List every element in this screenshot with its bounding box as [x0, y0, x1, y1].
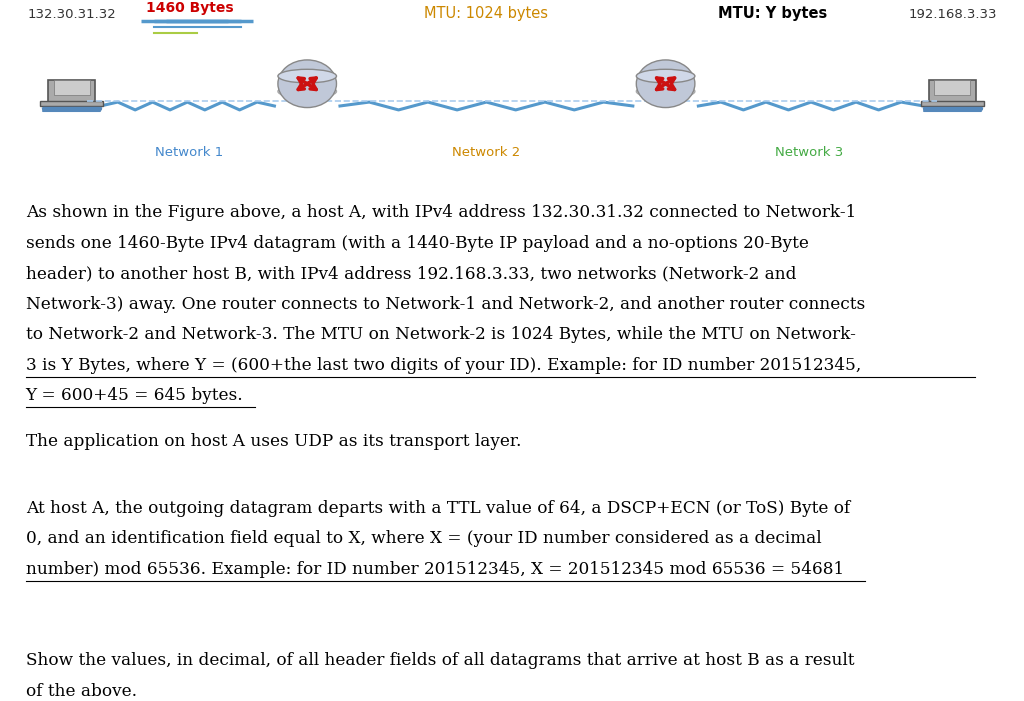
FancyBboxPatch shape — [40, 102, 103, 106]
Text: 0, and an identification field equal to X, where X = (your ID number considered : 0, and an identification field equal to … — [26, 531, 821, 547]
Text: to Network-2 and Network-3. The MTU on Network-2 is 1024 Bytes, while the MTU on: to Network-2 and Network-3. The MTU on N… — [26, 326, 855, 343]
Text: Network-3) away. One router connects to Network-1 and Network-2, and another rou: Network-3) away. One router connects to … — [26, 296, 865, 313]
Text: As shown in the Figure above, a host A, with IPv4 address 132.30.31.32 connected: As shown in the Figure above, a host A, … — [26, 204, 856, 222]
Text: header) to another host B, with IPv4 address 192.168.3.33, two networks (Network: header) to another host B, with IPv4 add… — [26, 265, 796, 283]
Ellipse shape — [278, 85, 337, 98]
Text: MTU: Y bytes: MTU: Y bytes — [719, 6, 827, 21]
Text: sends one 1460-Byte IPv4 datagram (with a 1440-Byte IP payload and a no-options : sends one 1460-Byte IPv4 datagram (with … — [26, 235, 809, 252]
FancyBboxPatch shape — [53, 81, 90, 95]
Ellipse shape — [636, 85, 695, 98]
Text: Network 3: Network 3 — [775, 146, 843, 158]
FancyBboxPatch shape — [48, 80, 95, 102]
Text: Network 2: Network 2 — [453, 146, 520, 158]
Text: 1460 Bytes: 1460 Bytes — [145, 1, 233, 15]
Text: number) mod 65536. Example: for ID number 201512345, X = 201512345 mod 65536 = 5: number) mod 65536. Example: for ID numbe… — [26, 561, 844, 578]
Text: of the above.: of the above. — [26, 683, 137, 700]
Ellipse shape — [636, 60, 695, 107]
FancyBboxPatch shape — [935, 81, 971, 95]
Text: 192.168.3.33: 192.168.3.33 — [908, 8, 996, 21]
Ellipse shape — [278, 69, 337, 83]
Text: Show the values, in decimal, of all header fields of all datagrams that arrive a: Show the values, in decimal, of all head… — [26, 653, 854, 669]
Text: 132.30.31.32: 132.30.31.32 — [28, 8, 116, 21]
Text: At host A, the outgoing datagram departs with a TTL value of 64, a DSCP+ECN (or : At host A, the outgoing datagram departs… — [26, 500, 850, 517]
FancyBboxPatch shape — [921, 102, 984, 106]
Text: 3 is Y Bytes, where Y = (600+the last two digits of your ID). Example: for ID nu: 3 is Y Bytes, where Y = (600+the last tw… — [26, 357, 861, 374]
FancyBboxPatch shape — [929, 80, 976, 102]
Ellipse shape — [636, 69, 695, 83]
Text: MTU: 1024 bytes: MTU: 1024 bytes — [424, 6, 549, 21]
Text: Network 1: Network 1 — [156, 146, 223, 158]
Ellipse shape — [278, 60, 337, 107]
Text: Y = 600+45 = 645 bytes.: Y = 600+45 = 645 bytes. — [26, 387, 244, 404]
Text: The application on host A uses UDP as its transport layer.: The application on host A uses UDP as it… — [26, 433, 521, 450]
